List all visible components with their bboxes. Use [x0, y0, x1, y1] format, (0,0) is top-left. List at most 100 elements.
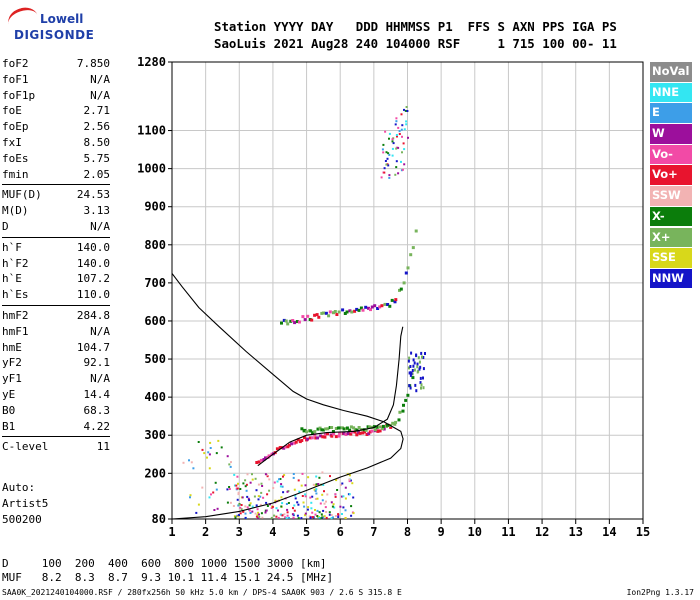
echo-point [350, 310, 354, 314]
echo-point [335, 479, 338, 482]
echo-point [403, 128, 406, 131]
echo-point [348, 478, 351, 481]
echo-point [422, 376, 424, 380]
echo-point [388, 153, 391, 156]
param-label: foF2 [2, 57, 29, 70]
echo-point [349, 479, 352, 482]
echo-point [333, 506, 336, 509]
echo-point [398, 410, 402, 414]
param-label: D [2, 219, 9, 233]
echo-point [353, 430, 357, 434]
echo-point [253, 495, 256, 498]
echo-point [226, 501, 229, 504]
echo-point [344, 509, 347, 512]
echo-point [373, 304, 377, 308]
echo-point [297, 503, 300, 506]
echo-point [325, 511, 328, 513]
echo-point [244, 505, 247, 508]
param-value: N/A [90, 372, 110, 386]
echo-point [315, 488, 318, 491]
echo-point [337, 516, 340, 518]
echo-point [267, 454, 271, 458]
echo-point [422, 356, 425, 359]
echo-point [404, 398, 408, 402]
param-row: hmF2 284.8 [2, 308, 110, 324]
echo-point [349, 432, 353, 436]
echo-point [335, 313, 339, 316]
echo-point [330, 514, 333, 516]
echo-point [322, 311, 325, 315]
legend-item: NNW [650, 268, 692, 289]
echo-point [384, 130, 387, 133]
legend-item: SSE [650, 248, 692, 268]
file-footer: SAA0K_2021240104000.RSF / 280fx256h 50 k… [2, 588, 402, 597]
param-label: foF1 [2, 72, 29, 86]
echo-point [237, 482, 239, 485]
echo-point [215, 452, 218, 455]
echo-point [310, 436, 314, 440]
echo-point [235, 484, 238, 487]
x-tick-label: 8 [404, 525, 411, 539]
param-value: 24.53 [76, 188, 110, 202]
echo-point [352, 426, 356, 430]
echo-point [264, 511, 267, 514]
echo-point [236, 487, 239, 490]
param-separator [2, 304, 110, 306]
echo-point [282, 446, 286, 450]
echo-point [281, 514, 284, 517]
echo-point [283, 474, 286, 477]
echo-point [391, 421, 395, 425]
echo-point [411, 372, 414, 376]
param-value: 68.3 [83, 403, 111, 417]
profile-curves [171, 273, 404, 520]
echo-point [292, 516, 295, 519]
param-row: h`F 140.0 [2, 240, 110, 256]
echo-point [321, 435, 325, 439]
echo-point [228, 463, 231, 466]
echo-point [292, 476, 295, 479]
echo-point [340, 495, 343, 498]
x-tick-label: 3 [236, 525, 243, 539]
echo-point [286, 508, 289, 511]
echo-point [256, 514, 259, 517]
header-columns: Station YYYY DAY DDD HHMMSS P1 FFS S AXN… [214, 19, 617, 34]
echo-point [271, 505, 274, 508]
echo-point [395, 147, 398, 150]
echo-point [292, 507, 294, 510]
echo-point [311, 431, 315, 435]
header-values: SaoLuis 2021 Aug28 240 104000 RSF 1 715 … [214, 36, 617, 51]
echo-point [366, 425, 370, 429]
param-row: foF1 N/A [2, 72, 110, 88]
echo-point [406, 110, 409, 112]
echo-point [314, 490, 317, 492]
echo-point [262, 496, 265, 499]
echo-point [345, 426, 349, 430]
echo-point [320, 513, 323, 516]
echo-point [303, 436, 306, 440]
echo-point [308, 515, 311, 518]
auto-label: Auto: [2, 481, 36, 494]
param-label: fmin [2, 167, 29, 181]
echo-point [320, 311, 324, 315]
echo-point [241, 496, 244, 499]
echo-point [257, 495, 260, 498]
echo-point [383, 302, 387, 306]
echo-point [376, 429, 380, 433]
echo-point [322, 484, 325, 486]
echo-point [334, 515, 337, 517]
param-row: yE 14.4 [2, 387, 110, 403]
echo-point [316, 427, 320, 431]
echo-point [415, 353, 418, 357]
x-tick-label: 1 [168, 525, 175, 539]
echo-point [397, 126, 400, 129]
echo-point [421, 355, 423, 359]
echo-point [214, 481, 217, 484]
echo-point [417, 369, 420, 373]
echo-point [403, 108, 405, 111]
echo-point [304, 495, 307, 498]
echo-point [226, 488, 229, 491]
param-row: hmE 104.7 [2, 340, 110, 356]
param-label: yE [2, 387, 16, 401]
echo-point [291, 319, 295, 322]
echo-point [268, 489, 271, 492]
